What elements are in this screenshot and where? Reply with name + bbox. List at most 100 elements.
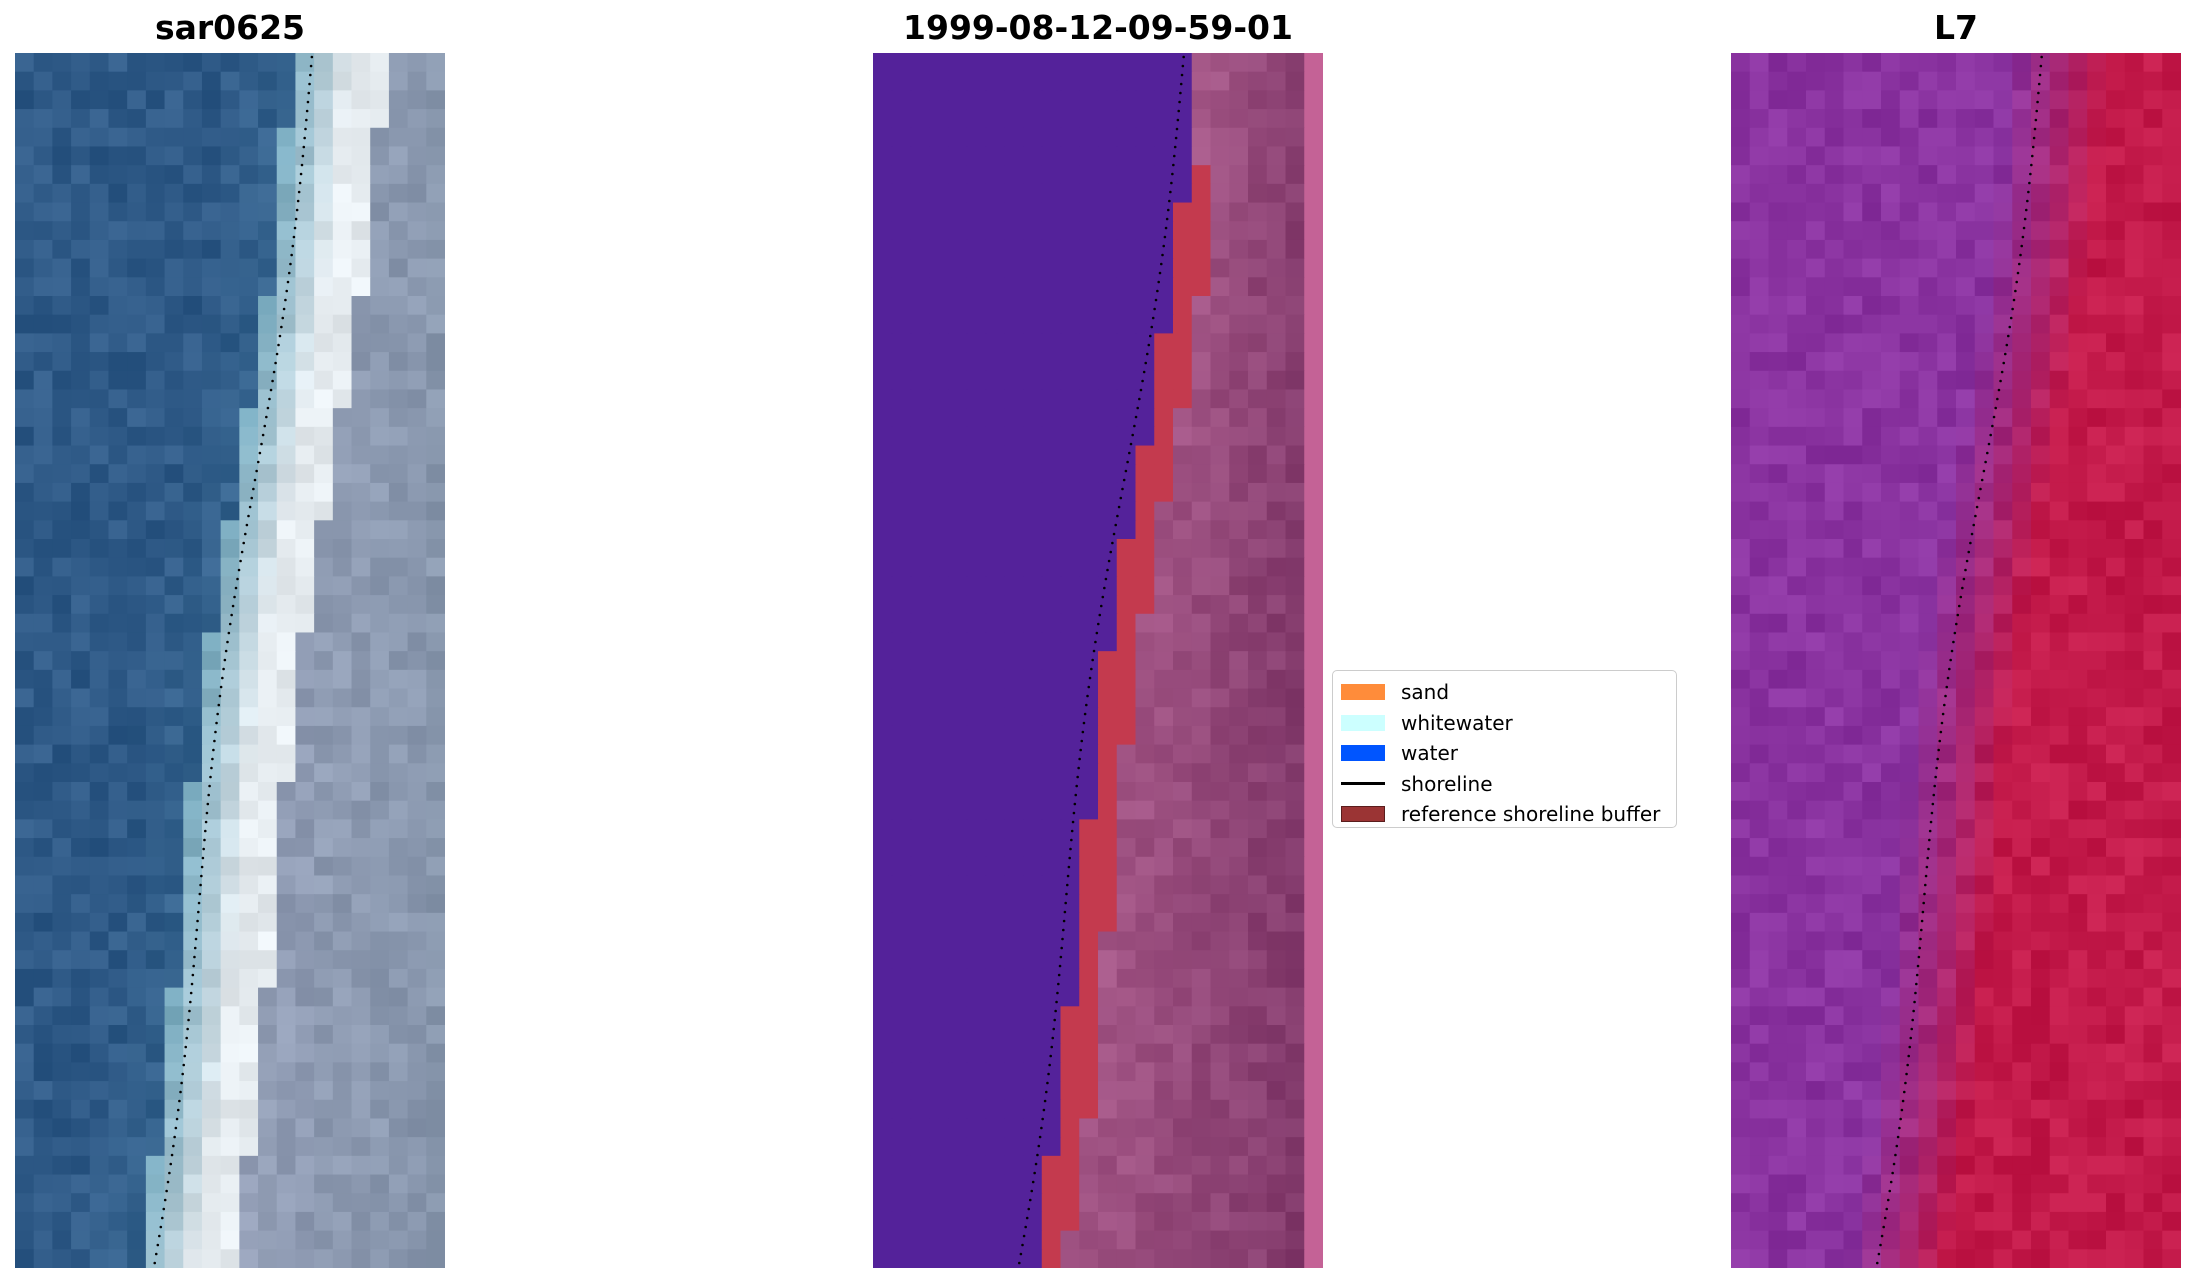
classified-pixel — [1266, 389, 1287, 409]
image-pixel — [370, 669, 390, 690]
image-pixel — [145, 688, 166, 708]
classified-pixel — [1248, 183, 1268, 204]
index-pixel — [1862, 557, 1882, 577]
image-pixel — [426, 202, 445, 222]
classified-pixel — [1266, 1118, 1287, 1138]
index-pixel — [1749, 1249, 1770, 1268]
classified-pixel — [1154, 1137, 1174, 1157]
shoreline-point — [1059, 955, 1063, 959]
index-pixel — [1899, 426, 1920, 447]
image-pixel — [276, 127, 297, 148]
index-pixel — [1881, 1211, 1901, 1232]
shoreline-point — [1076, 775, 1079, 779]
image-pixel — [407, 725, 427, 746]
image-pixel — [71, 595, 91, 615]
classified-image — [873, 53, 1323, 1268]
index-pixel — [1974, 819, 1995, 839]
index-pixel — [2012, 1006, 2032, 1026]
image-pixel — [108, 314, 128, 334]
index-pixel — [2162, 314, 2181, 334]
index-pixel — [1918, 1025, 1938, 1045]
index-pixel — [2049, 239, 2070, 260]
index-pixel — [1862, 1081, 1882, 1101]
index-pixel — [1956, 127, 1976, 148]
image-pixel — [276, 894, 297, 914]
image-pixel — [201, 688, 222, 708]
image-pixel — [127, 669, 147, 690]
index-pixel — [2124, 744, 2145, 764]
classified-pixel — [929, 725, 949, 746]
classified-pixel — [873, 838, 893, 858]
image-pixel — [71, 632, 91, 652]
image-pixel — [295, 968, 315, 989]
classified-pixel — [1191, 71, 1212, 91]
classified-pixel — [1248, 595, 1268, 615]
classified-pixel — [1285, 1118, 1305, 1138]
image-pixel — [388, 1230, 409, 1250]
image-pixel — [276, 987, 297, 1007]
image-pixel — [295, 1118, 315, 1138]
image-pixel — [220, 146, 240, 166]
index-pixel — [2012, 464, 2032, 484]
image-pixel — [258, 333, 278, 353]
index-pixel — [1881, 370, 1901, 391]
classified-pixel — [873, 109, 893, 129]
panel-title-index: L7 — [1934, 8, 1978, 47]
index-pixel — [1881, 725, 1901, 746]
classified-pixel — [1191, 1249, 1212, 1268]
classified-pixel — [966, 950, 987, 970]
classified-pixel — [891, 688, 912, 708]
image-pixel — [407, 202, 427, 222]
index-pixel — [2124, 1155, 2145, 1176]
shoreline-point — [184, 1045, 188, 1049]
shoreline-point — [158, 1234, 161, 1238]
index-pixel — [1768, 127, 1788, 148]
image-pixel — [71, 912, 91, 933]
index-pixel — [2049, 1062, 2070, 1082]
classified-pixel — [1210, 146, 1230, 166]
image-pixel — [407, 221, 427, 241]
image-pixel — [407, 763, 427, 783]
image-pixel — [258, 557, 278, 577]
classified-pixel — [891, 165, 912, 185]
image-pixel — [388, 221, 409, 241]
shoreline-point — [1910, 1027, 1914, 1031]
index-pixel — [2068, 856, 2088, 877]
shoreline-point — [1098, 613, 1102, 617]
image-pixel — [370, 1043, 390, 1063]
index-pixel — [1787, 165, 1807, 185]
image-pixel — [426, 707, 445, 727]
classified-pixel — [891, 763, 912, 783]
index-pixel — [1862, 389, 1882, 409]
image-pixel — [370, 1099, 390, 1120]
index-pixel — [1787, 595, 1807, 615]
image-pixel — [295, 445, 315, 465]
index-pixel — [1787, 296, 1807, 316]
classified-pixel — [1079, 1006, 1099, 1026]
image-pixel — [89, 875, 110, 895]
classified-pixel — [1004, 221, 1024, 241]
image-pixel — [407, 669, 427, 690]
classified-pixel — [948, 838, 968, 858]
image-pixel — [127, 1025, 147, 1045]
index-pixel — [1787, 856, 1807, 877]
index-pixel — [1974, 1137, 1995, 1157]
index-pixel — [2143, 1081, 2163, 1101]
index-pixel — [1824, 875, 1845, 895]
image-pixel — [89, 445, 110, 465]
shoreline-point — [211, 757, 214, 761]
image-pixel — [145, 669, 166, 690]
shoreline-point — [1940, 721, 1944, 725]
index-pixel — [1806, 968, 1826, 989]
image-pixel — [351, 520, 371, 540]
index-pixel — [1768, 1081, 1788, 1101]
index-pixel — [1843, 183, 1863, 204]
image-pixel — [52, 53, 72, 73]
image-pixel — [201, 1230, 222, 1250]
index-pixel — [1993, 707, 2013, 727]
classified-pixel — [985, 1118, 1005, 1138]
classified-pixel — [948, 53, 968, 73]
index-pixel — [1768, 931, 1788, 951]
image-pixel — [183, 539, 203, 559]
image-pixel — [220, 389, 240, 409]
